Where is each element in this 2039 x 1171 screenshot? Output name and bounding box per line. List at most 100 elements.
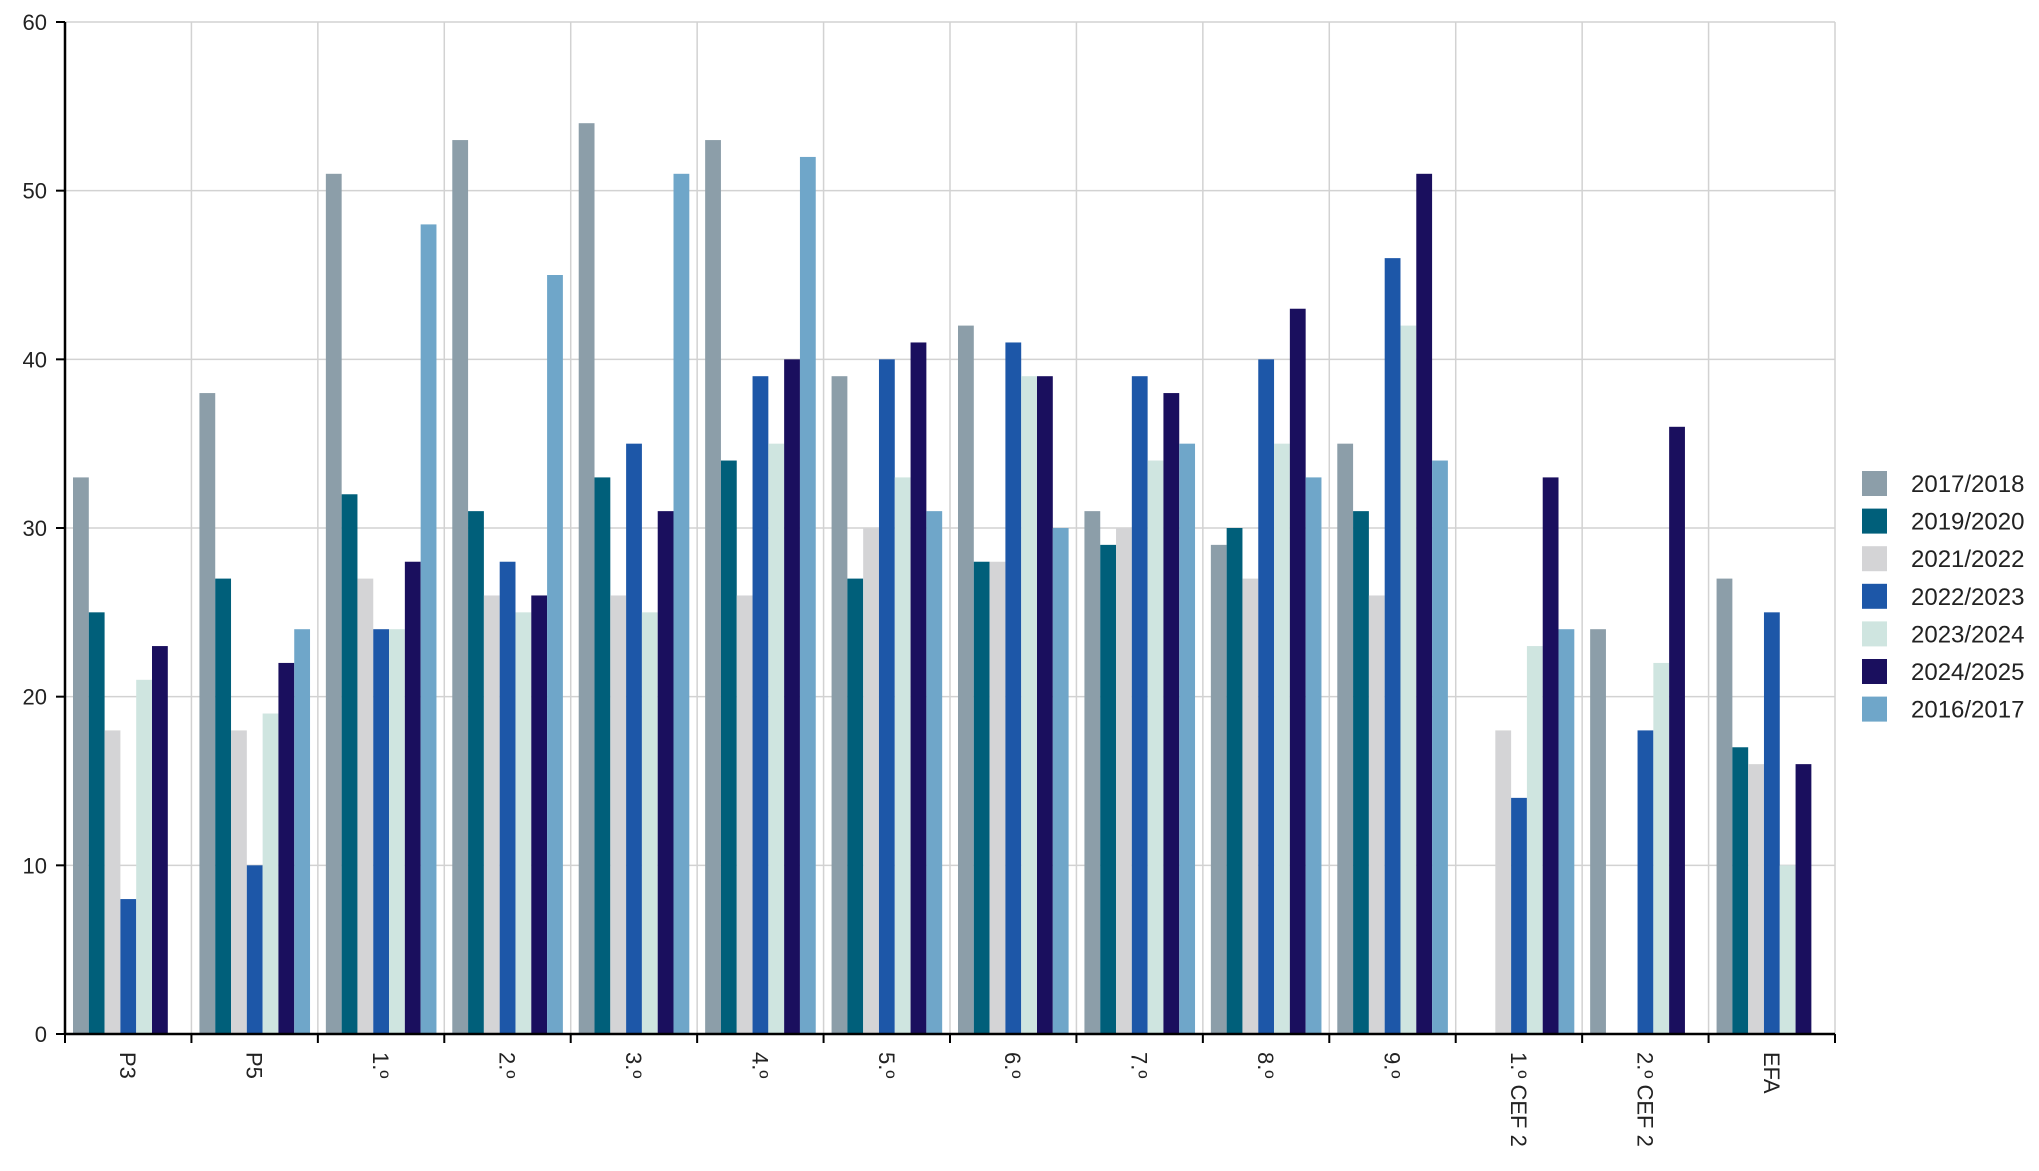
bar-2016-2017-3 <box>547 275 563 1034</box>
x-tick-label: P5 <box>242 1052 267 1079</box>
bar-2023-2024-11 <box>1526 646 1543 1034</box>
chart-axes <box>56 21 1836 1043</box>
bar-2022-2023-13 <box>1763 612 1780 1034</box>
bar-2017-2018-12 <box>1590 629 1606 1034</box>
bar-2019-2020-8 <box>1100 544 1117 1034</box>
bar-2019-2020-9 <box>1226 528 1243 1034</box>
bar-2019-2020-7 <box>973 561 990 1034</box>
bar-2017-2018-4 <box>578 123 595 1034</box>
legend-swatch <box>1862 471 1887 496</box>
chart-grid <box>65 21 1836 1034</box>
x-tick-label: 3.º <box>621 1052 646 1078</box>
x-tick-label: 8.º <box>1253 1052 1278 1078</box>
bar-2024-2025-10 <box>1416 173 1433 1035</box>
bar-2023-2024-0 <box>136 679 152 1034</box>
bar-2017-2018-5 <box>705 140 721 1035</box>
bar-2017-2018-8 <box>1084 511 1101 1035</box>
bar-2022-2023-2 <box>373 629 390 1034</box>
bar-2024-2025-1 <box>278 662 295 1034</box>
y-tick-label: 40 <box>23 347 47 372</box>
bar-2019-2020-3 <box>468 511 484 1035</box>
bar-2024-2025-6 <box>910 342 927 1034</box>
bar-2021-2022-7 <box>989 561 1006 1034</box>
bar-2016-2017-9 <box>1305 477 1322 1034</box>
legend-swatch <box>1862 659 1887 684</box>
bar-2023-2024-8 <box>1147 460 1164 1034</box>
legend-swatch <box>1862 546 1887 572</box>
bar-2021-2022-3 <box>483 595 500 1034</box>
bar-2021-2022-11 <box>1495 730 1512 1034</box>
bar-2017-2018-9 <box>1210 544 1227 1034</box>
bar-2017-2018-3 <box>452 140 469 1035</box>
x-tick-label: 6.º <box>1000 1052 1025 1078</box>
bar-2022-2023-1 <box>246 865 263 1034</box>
bar-2021-2022-6 <box>863 528 879 1034</box>
bar-2016-2017-4 <box>673 173 690 1035</box>
bar-2021-2022-4 <box>610 595 627 1034</box>
legend-label: 2019/2020 <box>1911 509 2024 536</box>
bar-2023-2024-12 <box>1653 662 1670 1034</box>
chart-legend: 2017/2018 2019/2020 2021/2022 2022/2023 2023… <box>1862 471 2024 724</box>
x-tick-label: 5.º <box>874 1052 899 1078</box>
bar-2022-2023-11 <box>1511 797 1527 1034</box>
bar-2022-2023-7 <box>1005 342 1022 1034</box>
bar-2016-2017-5 <box>799 156 816 1034</box>
bar-2016-2017-10 <box>1432 460 1448 1034</box>
bar-2023-2024-1 <box>262 713 279 1034</box>
x-tick-label: 2.º CEF 2 <box>1632 1052 1657 1147</box>
legend-label: 2017/2018 <box>1911 471 2024 498</box>
bar-2022-2023-12 <box>1637 730 1654 1034</box>
bar-2019-2020-6 <box>847 578 864 1034</box>
bar-2024-2025-9 <box>1289 308 1306 1034</box>
bar-2023-2024-4 <box>641 612 658 1034</box>
bar-2017-2018-1 <box>199 393 216 1035</box>
x-tick-label: 2.º <box>495 1052 520 1078</box>
bar-2017-2018-0 <box>73 477 89 1034</box>
bar-2024-2025-2 <box>404 561 421 1034</box>
bar-2024-2025-4 <box>657 511 674 1035</box>
legend-swatch <box>1862 583 1887 609</box>
bar-2017-2018-13 <box>1716 578 1733 1034</box>
x-tick-label: EFA <box>1759 1052 1784 1094</box>
bar-2022-2023-10 <box>1384 258 1401 1035</box>
bar-2016-2017-2 <box>420 224 437 1034</box>
x-tick-label: 9.º <box>1380 1052 1405 1078</box>
x-tick-label: P3 <box>115 1052 140 1079</box>
bar-2021-2022-5 <box>736 595 753 1034</box>
bar-2022-2023-6 <box>878 359 895 1034</box>
bar-2023-2024-13 <box>1779 865 1796 1034</box>
bar-2023-2024-6 <box>894 477 911 1034</box>
y-tick-label: 60 <box>23 10 47 35</box>
legend-label: 2024/2025 <box>1911 659 2024 686</box>
bar-2022-2023-5 <box>752 376 769 1034</box>
bar-2016-2017-7 <box>1052 528 1069 1034</box>
legend-label: 2016/2017 <box>1911 697 2024 724</box>
legend-swatch <box>1862 508 1887 534</box>
bar-2024-2025-11 <box>1542 477 1559 1034</box>
bar-2022-2023-9 <box>1258 359 1275 1034</box>
bar-2022-2023-3 <box>499 561 516 1034</box>
bar-2019-2020-1 <box>215 578 232 1034</box>
bar-2023-2024-10 <box>1400 325 1417 1035</box>
bar-2019-2020-13 <box>1732 747 1749 1034</box>
bar-2021-2022-0 <box>104 730 121 1034</box>
x-tick-label: 1.º <box>368 1052 393 1078</box>
bar-2016-2017-8 <box>1179 443 1196 1035</box>
y-tick-label: 10 <box>23 853 47 878</box>
y-tick-label: 0 <box>35 1022 47 1047</box>
bar-2024-2025-3 <box>531 595 548 1034</box>
bar-2017-2018-7 <box>958 325 974 1035</box>
bar-2021-2022-1 <box>231 730 247 1034</box>
bar-2021-2022-13 <box>1748 764 1764 1034</box>
bar-2023-2024-9 <box>1274 443 1290 1035</box>
legend-swatch <box>1862 696 1887 722</box>
y-tick-label: 20 <box>23 685 47 710</box>
bar-2022-2023-8 <box>1131 376 1148 1034</box>
bar-2023-2024-5 <box>768 443 785 1035</box>
bar-2021-2022-9 <box>1242 578 1259 1034</box>
x-axis-tick-labels: P3 P5 1.º 2.º 3.º 4.º 5.º 6.º 7.º 8.º 9.º 1.º CEF 2… <box>115 1052 1784 1147</box>
bar-2021-2022-2 <box>357 578 374 1034</box>
bar-2019-2020-5 <box>720 460 737 1034</box>
y-tick-label: 30 <box>23 516 47 541</box>
